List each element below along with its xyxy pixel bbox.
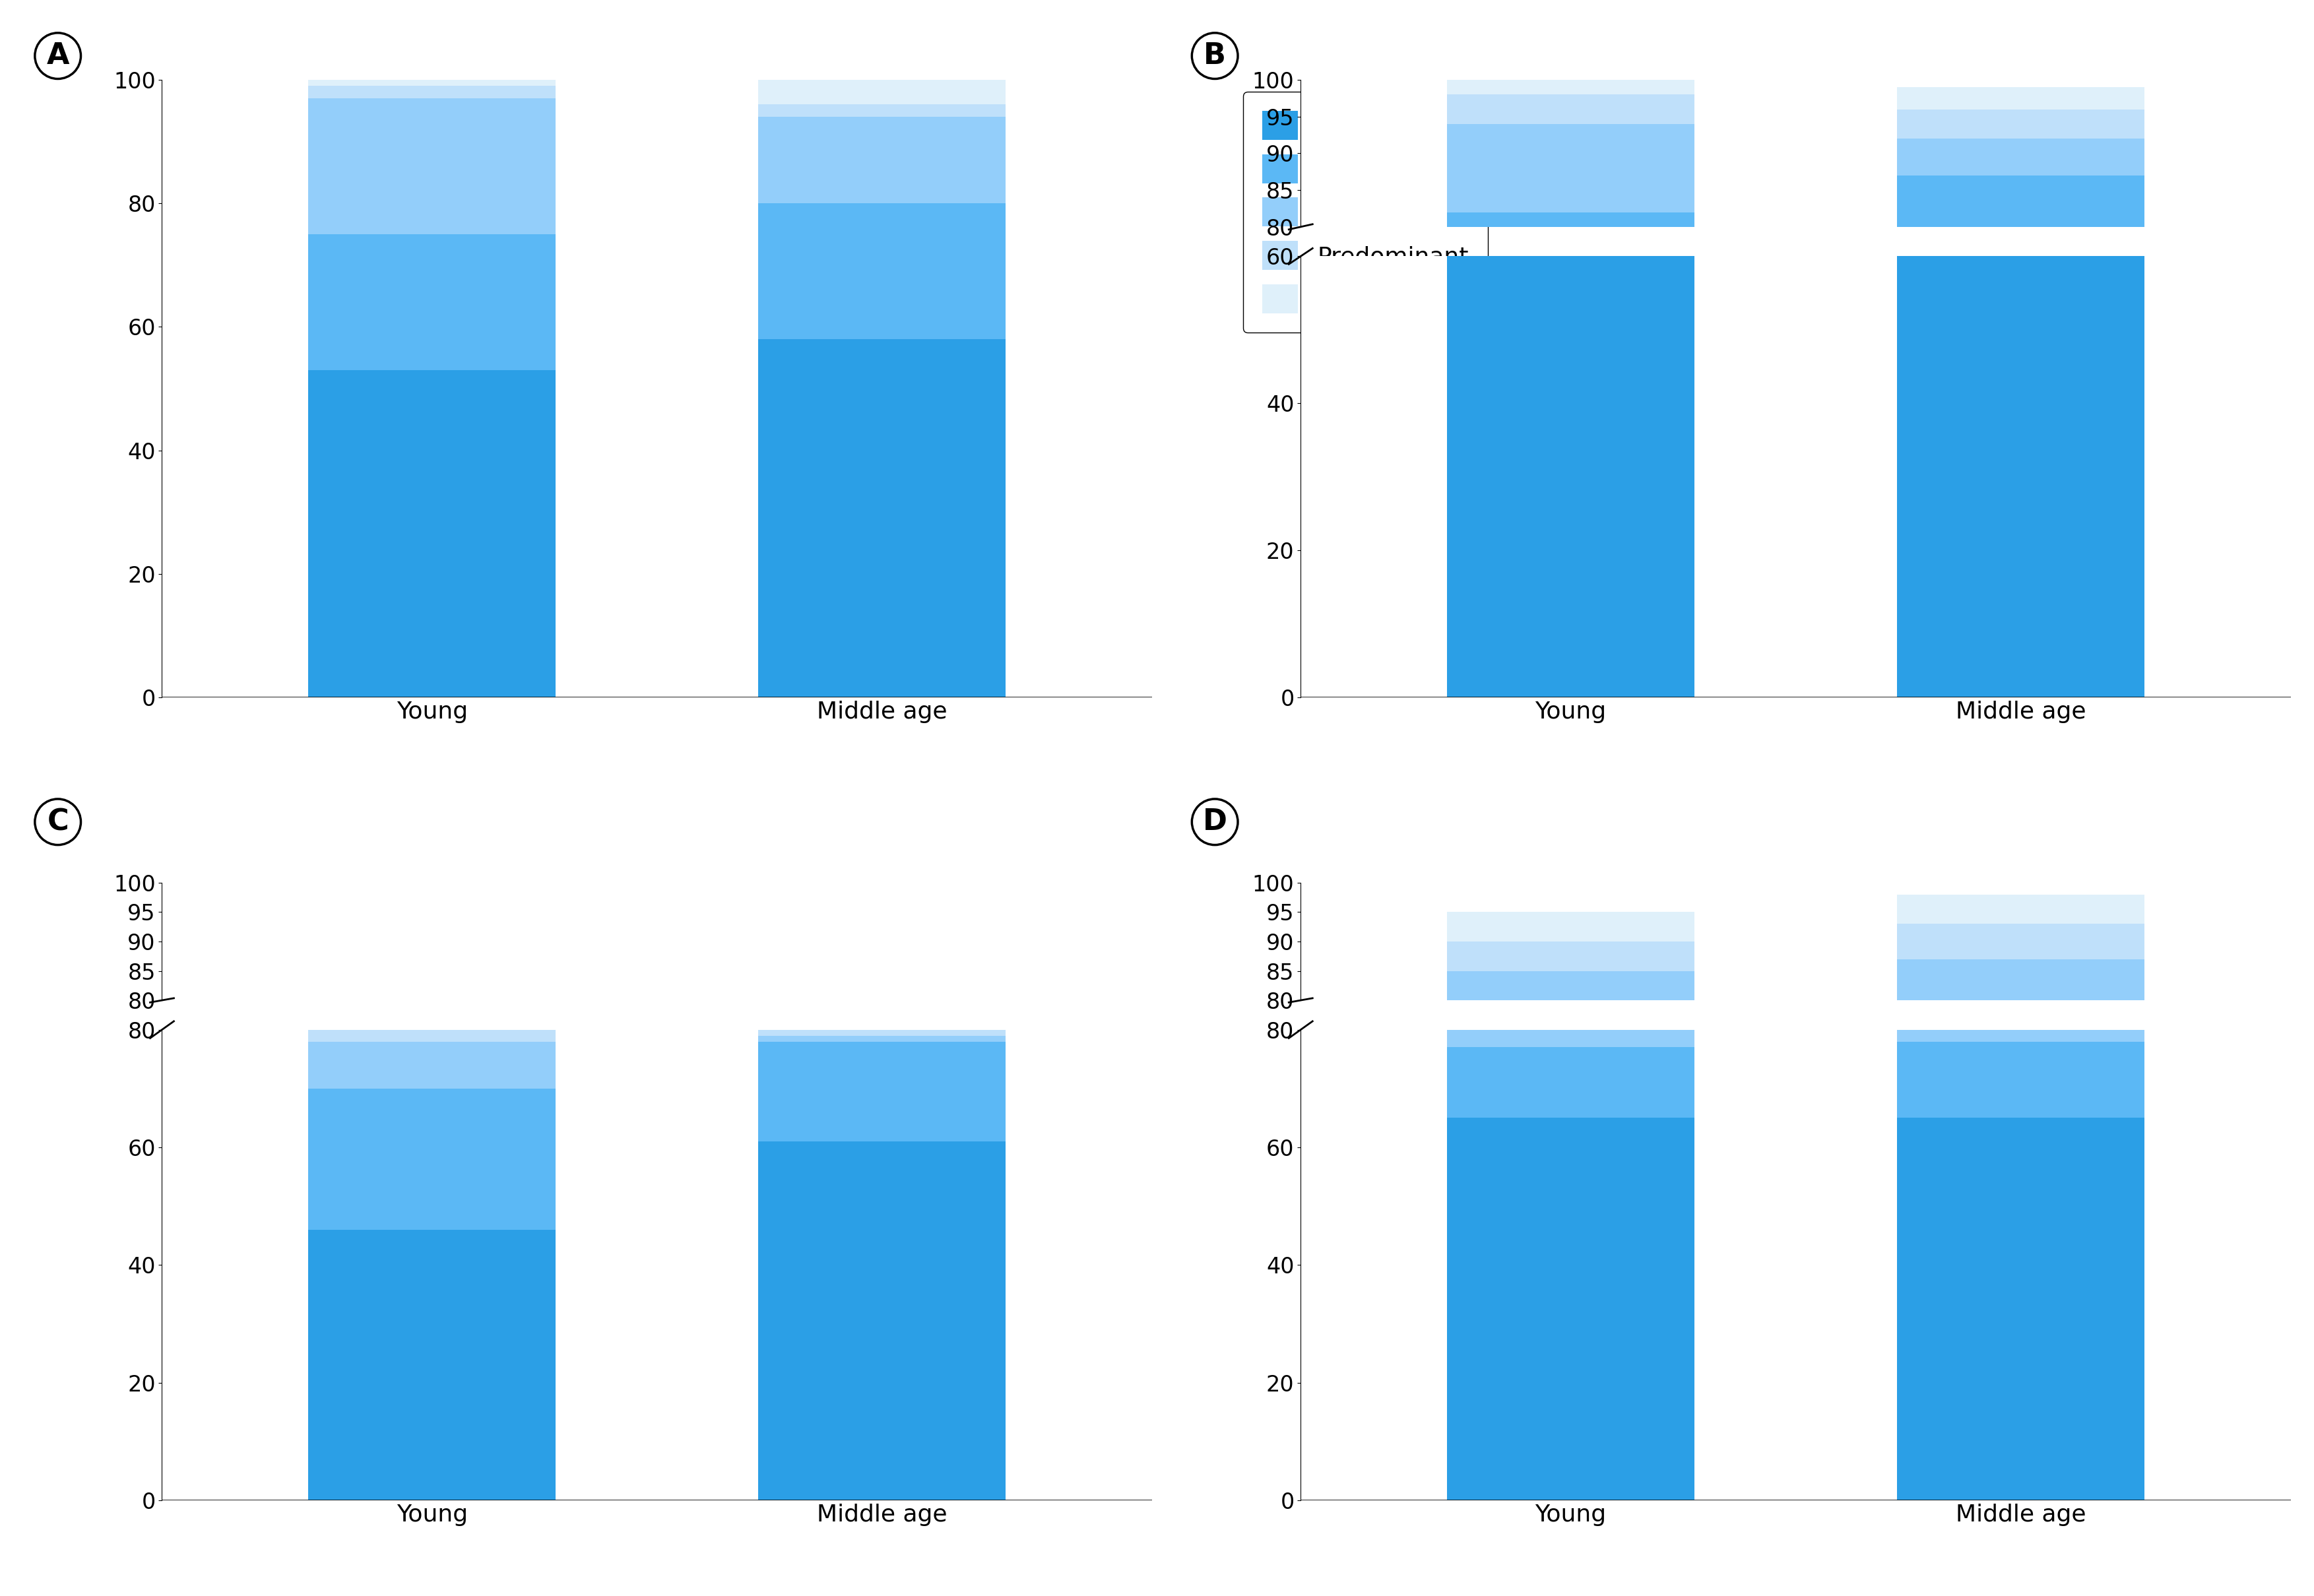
Bar xyxy=(308,1088,555,1229)
Bar xyxy=(759,1042,1007,1141)
Bar xyxy=(308,1001,555,1012)
Bar xyxy=(1897,924,2145,959)
Bar xyxy=(759,1036,1007,1042)
Bar xyxy=(1446,124,1694,212)
Bar xyxy=(1897,924,2145,953)
Bar xyxy=(759,117,1007,203)
Bar xyxy=(1446,942,1694,970)
Bar xyxy=(1897,176,2145,373)
Bar xyxy=(308,86,555,99)
Bar xyxy=(1897,1012,2145,1088)
Bar xyxy=(1897,1042,2145,1117)
Bar xyxy=(308,1029,555,1042)
Bar xyxy=(1897,894,2145,924)
Legend: Not at all, Minimum, Medium, Predominant, Extreme: Not at all, Minimum, Medium, Predominant… xyxy=(1243,91,1488,332)
Bar xyxy=(1446,94,1694,257)
Bar xyxy=(1897,257,2145,697)
Bar xyxy=(308,1042,555,1088)
Bar xyxy=(1446,1047,1694,1117)
Text: C: C xyxy=(46,808,69,836)
Bar xyxy=(1897,988,2145,1042)
Bar xyxy=(1897,953,2145,988)
Bar xyxy=(1897,1117,2145,1500)
Bar xyxy=(1897,57,2145,257)
Bar xyxy=(308,1012,555,1060)
Bar xyxy=(308,235,555,370)
Bar xyxy=(1446,212,1694,373)
Bar xyxy=(1897,139,2145,176)
Bar xyxy=(1446,6,1694,94)
Bar xyxy=(1446,1018,1694,1088)
Bar xyxy=(308,1200,555,1472)
Bar xyxy=(1897,21,2145,57)
Bar xyxy=(1446,0,1694,6)
Bar xyxy=(1897,0,2145,21)
Bar xyxy=(308,370,555,697)
Bar xyxy=(1897,1088,2145,1472)
Bar xyxy=(759,104,1007,117)
Text: D: D xyxy=(1203,808,1226,836)
Bar xyxy=(1446,1117,1694,1500)
Bar xyxy=(759,340,1007,697)
Bar xyxy=(1446,1001,1694,1047)
Bar xyxy=(1446,970,1694,1018)
Bar xyxy=(308,1060,555,1200)
Bar xyxy=(759,80,1007,104)
Text: B: B xyxy=(1203,41,1226,70)
Bar xyxy=(308,99,555,235)
Bar xyxy=(1446,911,1694,942)
Bar xyxy=(1446,1088,1694,1472)
Bar xyxy=(1897,959,2145,1012)
Bar xyxy=(308,80,555,86)
Bar xyxy=(308,1229,555,1500)
Bar xyxy=(759,1001,1007,1005)
Bar xyxy=(1446,942,1694,970)
Bar xyxy=(1446,257,1694,697)
Bar xyxy=(759,1029,1007,1036)
Bar xyxy=(1897,88,2145,109)
Bar xyxy=(759,1012,1007,1112)
Bar xyxy=(1446,94,1694,124)
Bar xyxy=(759,1141,1007,1500)
Bar xyxy=(1897,109,2145,139)
Text: A: A xyxy=(46,41,69,70)
Bar xyxy=(1446,80,1694,94)
Bar xyxy=(1446,373,1694,816)
Bar xyxy=(759,1005,1007,1012)
Bar xyxy=(759,1112,1007,1472)
Bar xyxy=(1446,970,1694,1001)
Bar xyxy=(759,203,1007,340)
Bar xyxy=(1897,373,2145,816)
